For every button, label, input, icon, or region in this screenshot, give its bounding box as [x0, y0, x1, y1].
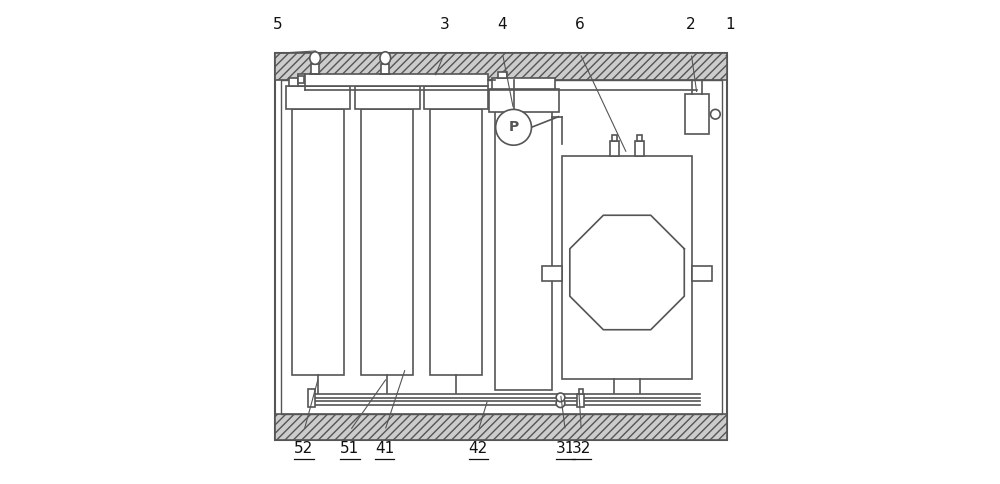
Text: 4: 4 — [498, 17, 507, 31]
Bar — [381, 64, 389, 74]
Bar — [289, 78, 347, 86]
Text: 5: 5 — [273, 17, 282, 31]
Bar — [286, 86, 350, 109]
Bar — [610, 141, 619, 156]
Circle shape — [496, 109, 531, 145]
Text: 32: 32 — [572, 441, 591, 456]
Text: 52: 52 — [294, 441, 314, 456]
Ellipse shape — [380, 52, 391, 64]
Bar — [298, 74, 488, 86]
Bar — [275, 53, 727, 80]
Bar — [308, 389, 315, 407]
Bar — [635, 141, 644, 156]
Bar — [498, 72, 507, 78]
Text: 2: 2 — [686, 17, 696, 31]
Bar — [281, 80, 722, 414]
Bar — [275, 414, 727, 440]
Bar — [685, 94, 709, 134]
Bar — [298, 76, 304, 83]
Circle shape — [711, 109, 720, 119]
Polygon shape — [570, 215, 684, 330]
Bar — [612, 135, 617, 141]
Ellipse shape — [310, 52, 320, 64]
Text: 51: 51 — [340, 441, 360, 456]
Bar — [577, 394, 584, 407]
Text: 31: 31 — [556, 441, 575, 456]
Text: 1: 1 — [725, 17, 735, 31]
Bar — [492, 78, 555, 89]
Bar — [311, 64, 319, 74]
Bar — [495, 106, 552, 390]
Bar — [355, 86, 420, 109]
Text: 6: 6 — [575, 17, 585, 31]
Bar — [361, 109, 413, 375]
Bar — [430, 109, 482, 375]
Text: P: P — [508, 121, 519, 134]
Text: 3: 3 — [439, 17, 449, 31]
Text: 42: 42 — [469, 441, 488, 456]
Bar — [358, 78, 417, 86]
Bar — [562, 156, 692, 379]
Bar — [427, 78, 485, 86]
Bar — [579, 389, 583, 394]
Bar — [489, 89, 559, 112]
Bar — [275, 53, 727, 440]
Bar — [637, 135, 642, 141]
Bar — [692, 266, 712, 281]
Bar — [424, 86, 488, 109]
Bar — [542, 266, 562, 281]
Circle shape — [556, 399, 565, 408]
Text: 41: 41 — [375, 441, 394, 456]
Bar — [292, 109, 344, 375]
Circle shape — [556, 393, 565, 402]
